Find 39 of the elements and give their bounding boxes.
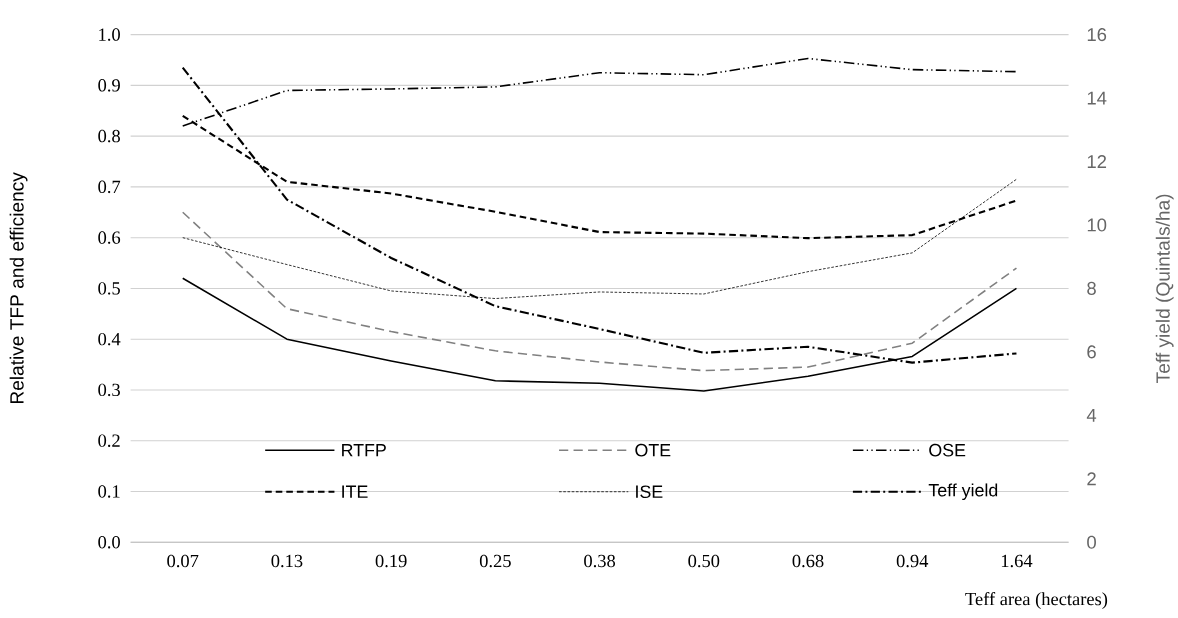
x-tick-label: 0.68 [792, 554, 824, 568]
legend-label: ISE [636, 485, 663, 498]
y2-tick-label: 2 [1087, 472, 1096, 486]
y2-tick-label: 10 [1087, 218, 1107, 232]
y-tick-label: 0.9 [98, 78, 120, 92]
x-tick-label: 0.25 [479, 554, 511, 568]
legend-label: ITE [342, 485, 368, 498]
legend-label: RTFP [342, 443, 386, 457]
line-series [181, 211, 1018, 372]
y-tick-label: 0.4 [98, 332, 121, 346]
x-tick-label: 0.50 [688, 554, 720, 568]
y-tick-label: 1.0 [99, 28, 120, 41]
y-tick-label: 0.6 [98, 231, 121, 244]
y2-tick-label: 0 [1087, 535, 1096, 549]
y-tick-label: 0.8 [98, 129, 120, 143]
y-tick-label: 0.0 [98, 535, 120, 549]
x-tick-label: 0.38 [584, 554, 616, 568]
y-tick-label: 0.1 [98, 484, 120, 498]
y2-tick-label: 6 [1087, 345, 1096, 359]
y2-tick-label: 16 [1087, 27, 1107, 41]
y2-tick-label: 8 [1087, 281, 1096, 295]
x-tick-label: 0.13 [271, 554, 303, 568]
y-axis-title: Relative TFP and efficiency [9, 172, 28, 403]
y-tick-label: 0.2 [98, 434, 120, 447]
y2-tick-label: 14 [1087, 91, 1107, 105]
y2-tick-label: 12 [1087, 154, 1107, 168]
y-tick-label: 0.7 [98, 180, 121, 193]
y-tick-label: 0.5 [98, 281, 120, 295]
legend-label: OTE [635, 443, 671, 457]
x-tick-label: 0.94 [896, 554, 929, 568]
x-tick-label: 0.07 [167, 554, 199, 568]
x-tick-label: 1.64 [1001, 554, 1033, 568]
y2-axis-title: Teff yield (Quintals/ha) [1155, 194, 1174, 383]
legend-label: OSE [929, 443, 966, 457]
y-tick-label: 0.3 [98, 383, 120, 397]
x-tick-label: 0.19 [375, 554, 407, 568]
y2-tick-label: 4 [1086, 408, 1097, 422]
legend-label: Teff yield [928, 483, 998, 500]
x-axis-title: Teff area (hectares) [965, 591, 1108, 609]
